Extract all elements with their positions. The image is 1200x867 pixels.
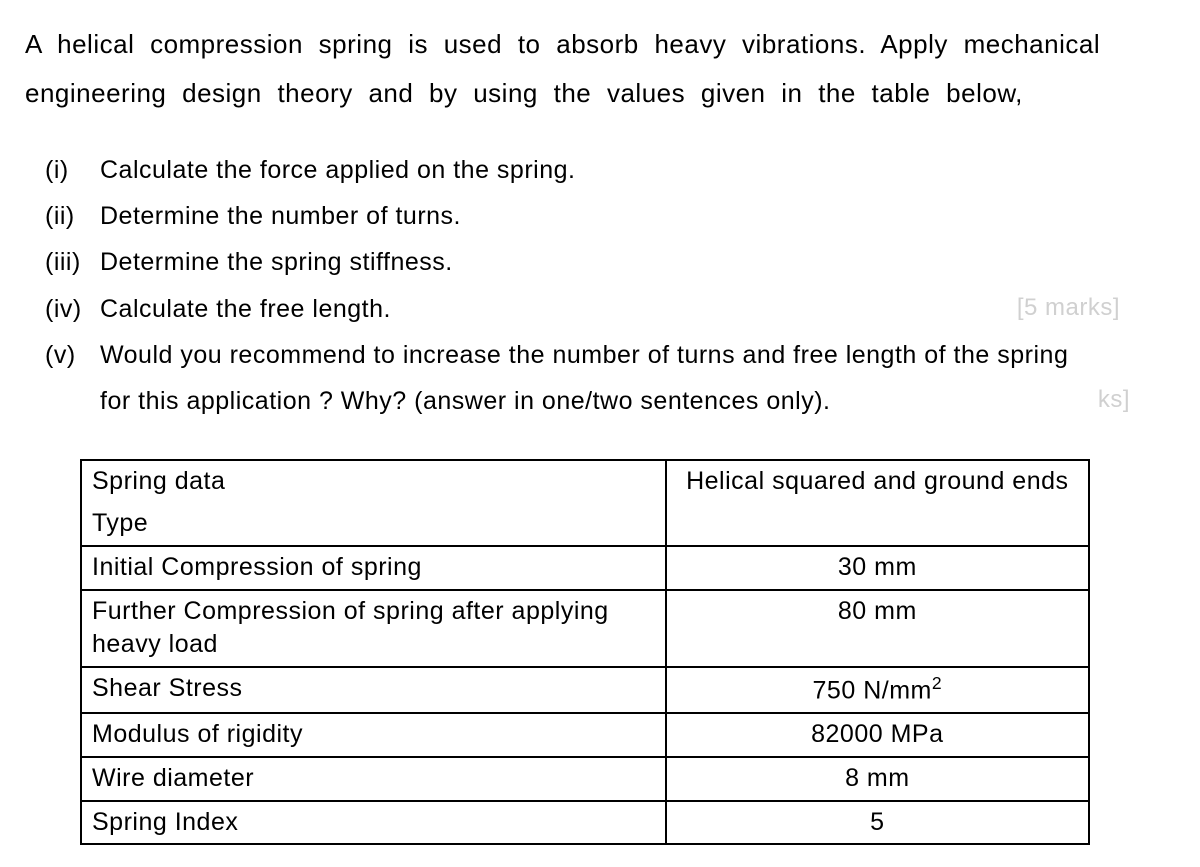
table-row: Initial Compression of spring 30 mm <box>81 546 1089 590</box>
question-text: Calculate the force applied on the sprin… <box>100 147 1150 193</box>
table-label-cell: Shear Stress <box>81 667 666 713</box>
question-iii: (iii) Determine the spring stiffness. <box>45 239 1150 285</box>
table-header-label: Spring data <box>81 460 666 503</box>
question-cont-text: for this application ? Why? (answer in o… <box>100 387 830 415</box>
question-text: Determine the spring stiffness. <box>100 239 1150 285</box>
table-label-cell: Type <box>81 503 666 546</box>
ghost-ks-text: ks] <box>1098 378 1130 422</box>
table-row: Shear Stress 750 N/mm2 <box>81 667 1089 713</box>
question-text: Calculate the free length. <box>100 286 1150 332</box>
question-ii: (ii) Determine the number of turns. <box>45 193 1150 239</box>
table-label-cell: Spring Index <box>81 801 666 845</box>
table-value-cell: 80 mm <box>666 590 1089 668</box>
table-row: Spring Index 5 <box>81 801 1089 845</box>
table-value-cell: 82000 MPa <box>666 713 1089 757</box>
question-v: (v) Would you recommend to increase the … <box>45 332 1150 378</box>
question-text: Determine the number of turns. <box>100 193 1150 239</box>
table-header-row: Spring data Helical squared and ground e… <box>81 460 1089 503</box>
spring-data-table-container: Spring data Helical squared and ground e… <box>80 459 1090 845</box>
table-value-cell: 30 mm <box>666 546 1089 590</box>
question-v-continuation: for this application ? Why? (answer in o… <box>100 378 1150 424</box>
question-text: Would you recommend to increase the numb… <box>100 332 1150 378</box>
table-row: Further Compression of spring after appl… <box>81 590 1089 668</box>
table-value-cell: 750 N/mm2 <box>666 667 1089 713</box>
table-label-cell: Further Compression of spring after appl… <box>81 590 666 668</box>
intro-paragraph: A helical compression spring is used to … <box>25 20 1150 119</box>
questions-list: (i) Calculate the force applied on the s… <box>45 147 1150 425</box>
table-header-empty: Helical squared and ground ends <box>666 460 1089 546</box>
table-value-cell: 8 mm <box>666 757 1089 801</box>
question-number: (i) <box>45 147 100 193</box>
ghost-marks-text: [5 marks] <box>1017 286 1120 330</box>
question-number: (ii) <box>45 193 100 239</box>
question-i: (i) Calculate the force applied on the s… <box>45 147 1150 193</box>
table-row: Modulus of rigidity 82000 MPa <box>81 713 1089 757</box>
question-number: (iv) <box>45 286 100 332</box>
table-label-cell: Initial Compression of spring <box>81 546 666 590</box>
question-number: (iii) <box>45 239 100 285</box>
question-iv: (iv) Calculate the free length. [5 marks… <box>45 286 1150 332</box>
spring-data-table: Spring data Helical squared and ground e… <box>80 459 1090 845</box>
table-label-cell: Wire diameter <box>81 757 666 801</box>
table-row: Wire diameter 8 mm <box>81 757 1089 801</box>
table-value-cell: 5 <box>666 801 1089 845</box>
table-label-cell: Modulus of rigidity <box>81 713 666 757</box>
question-number: (v) <box>45 332 100 378</box>
